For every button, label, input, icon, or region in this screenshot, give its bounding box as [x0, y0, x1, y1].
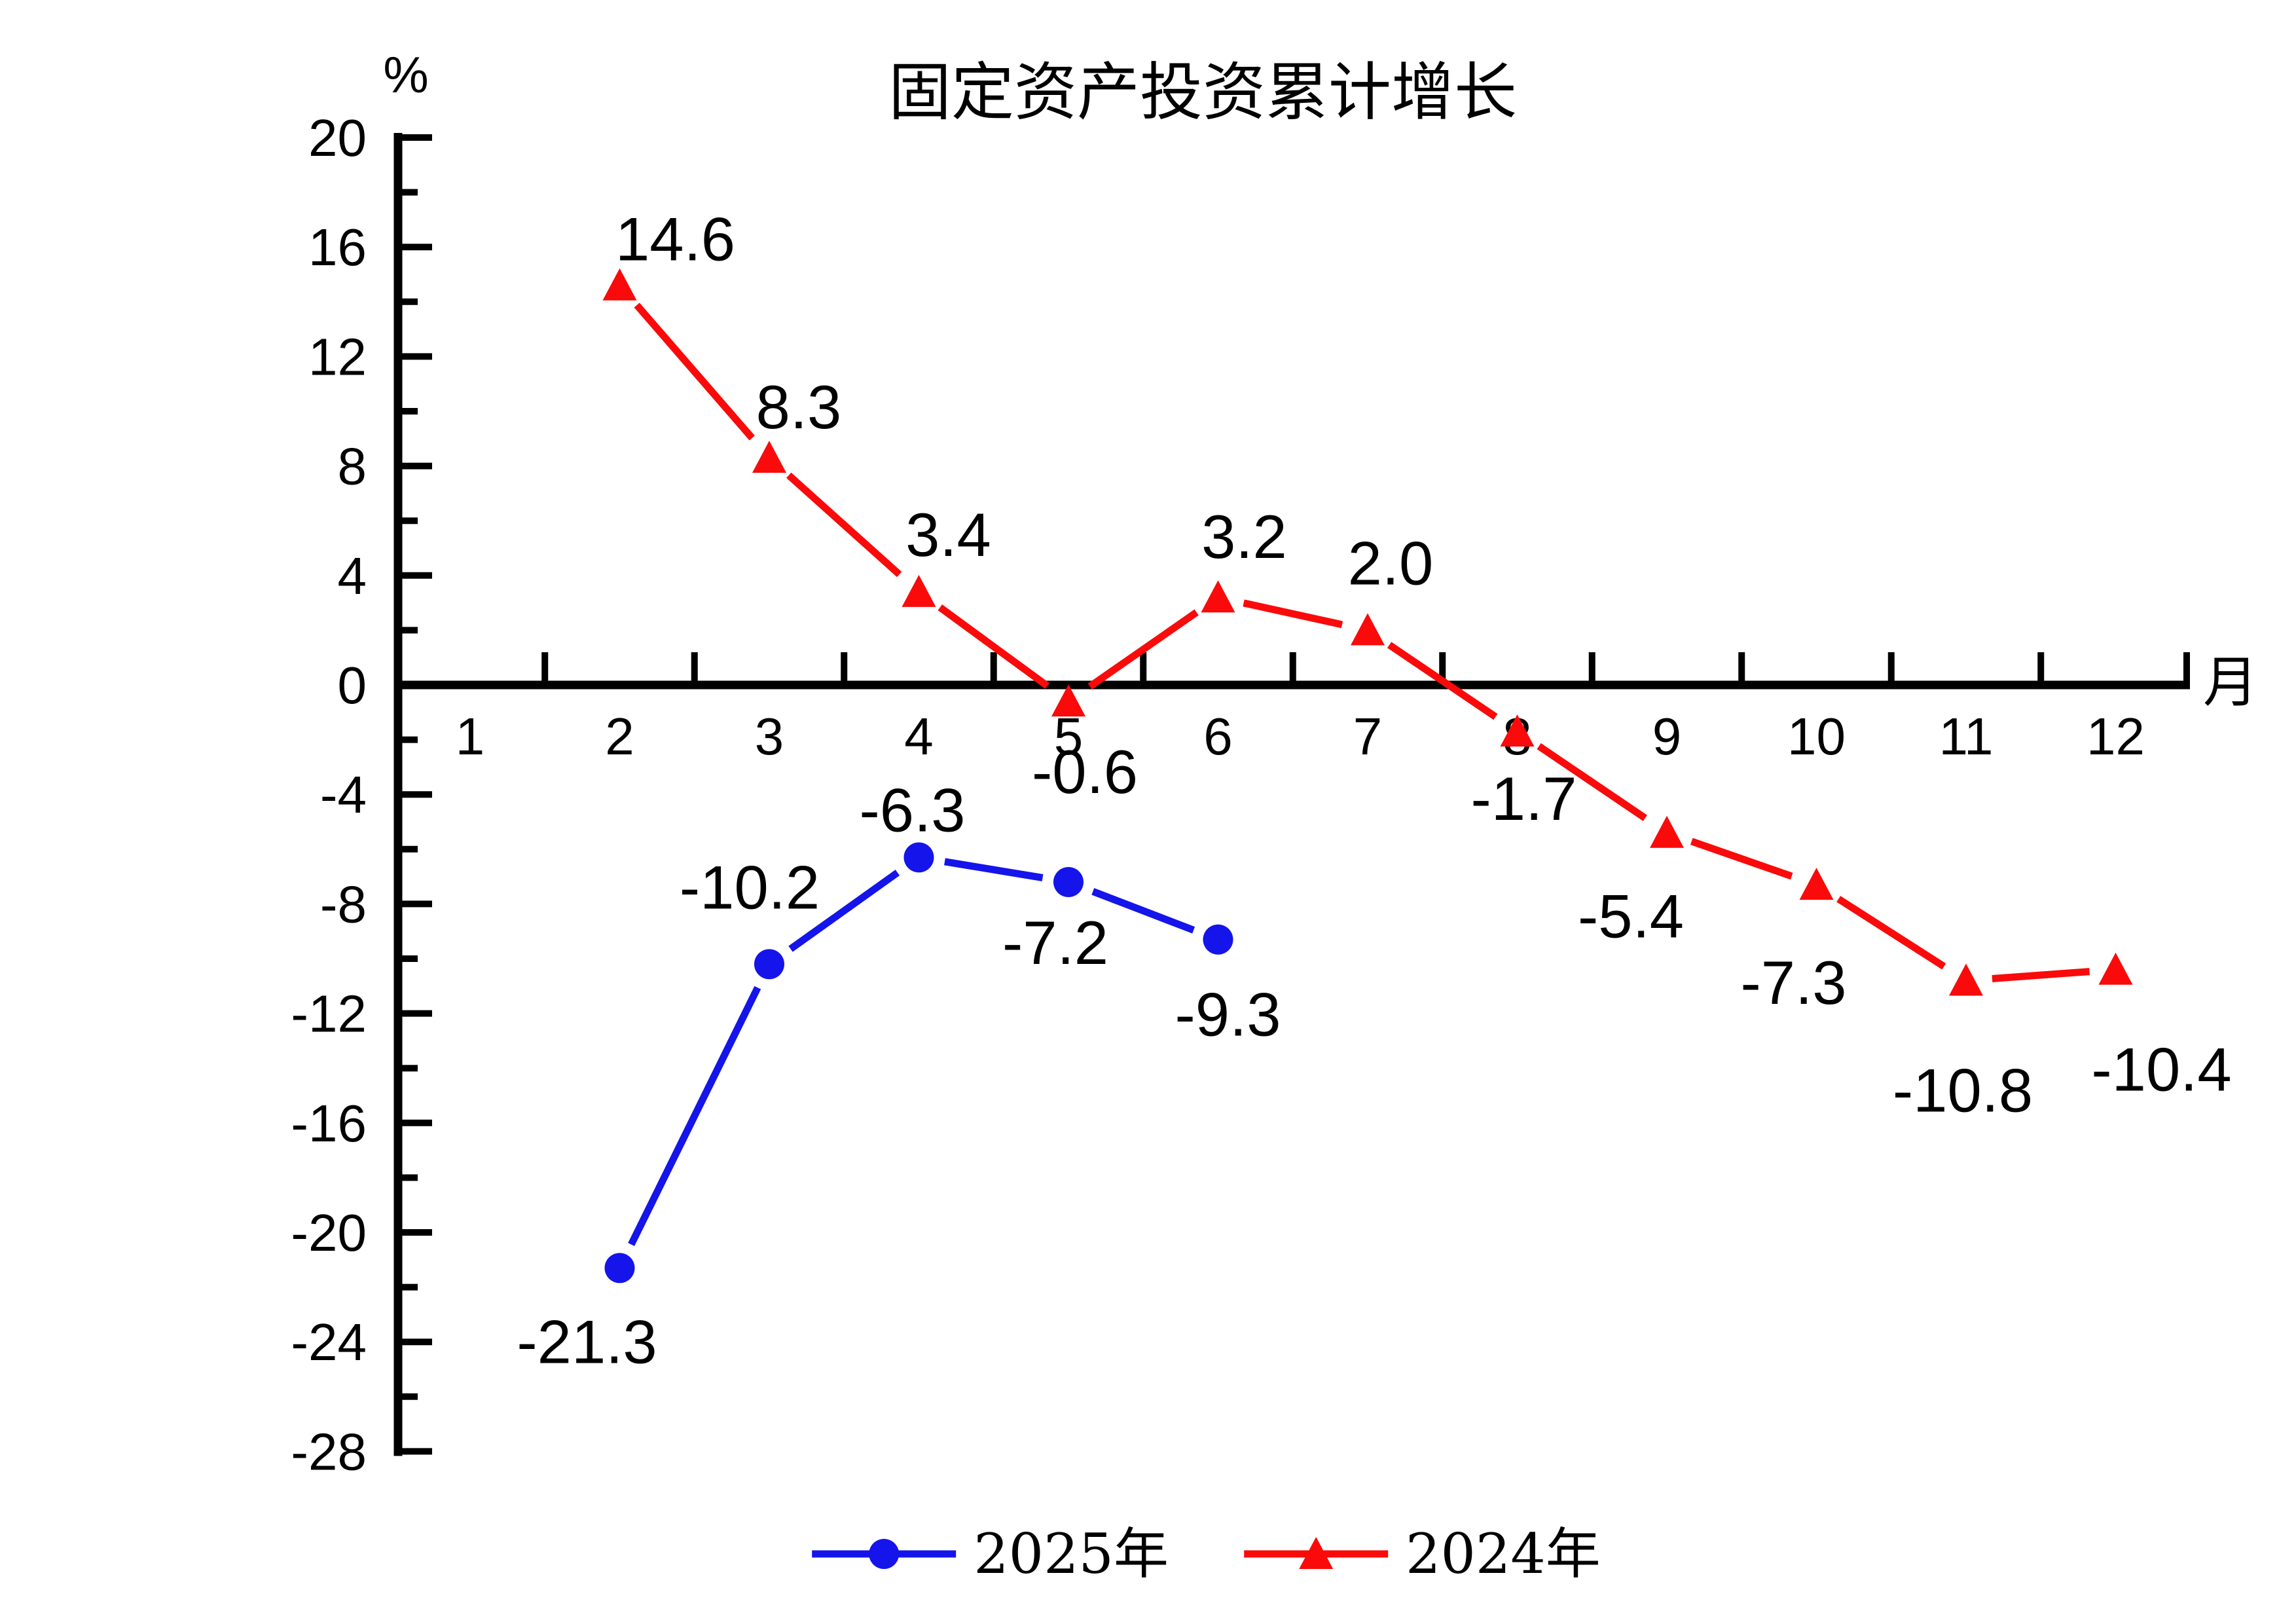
y-tick-label: 20 [308, 109, 367, 167]
legend-swatch-shape [869, 1539, 900, 1569]
series-2024年-triangle-marker [602, 268, 637, 301]
data-label: 3.4 [905, 500, 991, 569]
data-label: -10.8 [1893, 1056, 2033, 1124]
series-2024年-triangle-marker [902, 574, 936, 607]
series-2024年-triangle-marker [1500, 714, 1535, 747]
series-2024年-segment [786, 472, 902, 578]
legend-circle-marker-icon [812, 1539, 957, 1569]
series-2025年-circle-marker [1053, 866, 1084, 897]
y-tick-label: -4 [320, 766, 367, 824]
data-label: -1.7 [1471, 764, 1577, 833]
x-tick-label: 2 [605, 707, 634, 766]
y-tick-label: -28 [291, 1422, 367, 1481]
series-2024年-triangle-marker [1051, 684, 1085, 717]
x-tick-label: 1 [456, 707, 485, 766]
legend-label-2025: 2025年 [974, 1522, 1169, 1586]
x-axis-unit-label: 月 [2203, 650, 2259, 714]
data-label: -7.2 [1002, 908, 1108, 977]
y-tick-label: -24 [291, 1313, 367, 1371]
x-tick-label: 4 [904, 707, 934, 766]
series-2024年-triangle-marker [2098, 952, 2133, 985]
series-2025年-circle-marker [754, 949, 784, 980]
series-2024年-triangle-marker [1799, 868, 1834, 900]
data-label: -21.3 [517, 1307, 657, 1376]
series-2025年-circle-marker [604, 1253, 635, 1283]
legend: 2025年 2024年 [809, 1518, 1601, 1590]
series-2024年-segment [634, 303, 755, 441]
series-2025年-circle-marker [903, 842, 934, 873]
x-tick-label: 6 [1203, 707, 1233, 766]
data-label: -10.2 [680, 853, 820, 921]
x-tick-label: 7 [1353, 707, 1383, 766]
y-tick-label: 0 [338, 656, 367, 714]
series-2025年-circle-marker [1203, 924, 1233, 955]
y-tick-label: -20 [291, 1204, 367, 1262]
data-label: -10.4 [2091, 1035, 2231, 1104]
series-2024年-segment [1836, 896, 1946, 970]
x-tick-label: 10 [1787, 707, 1846, 766]
series-2024年-triangle-marker [1201, 580, 1235, 613]
data-label: -7.3 [1741, 948, 1847, 1017]
data-label: -5.4 [1578, 882, 1684, 951]
x-tick-label: 11 [1939, 707, 1993, 766]
series-2025年-segment [1091, 888, 1195, 934]
data-label: -9.3 [1175, 980, 1281, 1049]
series-2024年-segment [1387, 642, 1498, 720]
y-tick-label: 12 [308, 327, 367, 386]
y-tick-label: 8 [338, 437, 367, 496]
legend-item-2025: 2025年 [809, 1518, 1169, 1590]
series-2024年-segment [1992, 968, 2090, 983]
data-label: 8.3 [756, 373, 842, 441]
series-2024年-segment [1537, 743, 1647, 821]
data-label: -0.6 [1032, 737, 1138, 806]
series-2025年-segment [944, 858, 1044, 881]
data-label: 3.2 [1201, 502, 1287, 571]
series-2024年-segment [1243, 599, 1343, 629]
series-2025年-segment [788, 870, 900, 952]
y-tick-label: -12 [291, 985, 367, 1043]
series-2024年-segment [938, 604, 1049, 689]
legend-swatch-shape [1299, 1537, 1333, 1569]
series-2024年-triangle-marker [1351, 613, 1385, 646]
y-axis-unit-label: % [383, 46, 429, 103]
y-tick-label: 16 [308, 218, 367, 276]
chart-title: 固定资产投资累计增长 [888, 56, 1517, 129]
x-tick-label: 12 [2086, 707, 2145, 766]
data-label: 2.0 [1348, 528, 1434, 597]
y-tick-label: 4 [338, 547, 367, 605]
y-tick-label: -8 [320, 875, 367, 933]
series-2024年-triangle-marker [752, 441, 786, 473]
x-tick-label: 5 [1054, 707, 1084, 766]
data-label: 14.6 [615, 205, 735, 274]
y-tick-label: -16 [291, 1094, 367, 1153]
data-label: -6.3 [860, 775, 966, 844]
series-2024年-segment [1087, 609, 1199, 690]
legend-triangle-marker-icon [1244, 1537, 1388, 1569]
series-2024年-triangle-marker [1650, 815, 1684, 848]
legend-item-2024: 2024年 [1241, 1518, 1601, 1590]
x-tick-label: 9 [1652, 707, 1682, 766]
series-2024年-triangle-marker [1949, 963, 1983, 996]
x-tick-label: 3 [755, 707, 784, 766]
series-2025年-segment [628, 986, 761, 1246]
legend-label-2024: 2024年 [1406, 1522, 1601, 1586]
series-2024年-segment [1690, 838, 1793, 880]
